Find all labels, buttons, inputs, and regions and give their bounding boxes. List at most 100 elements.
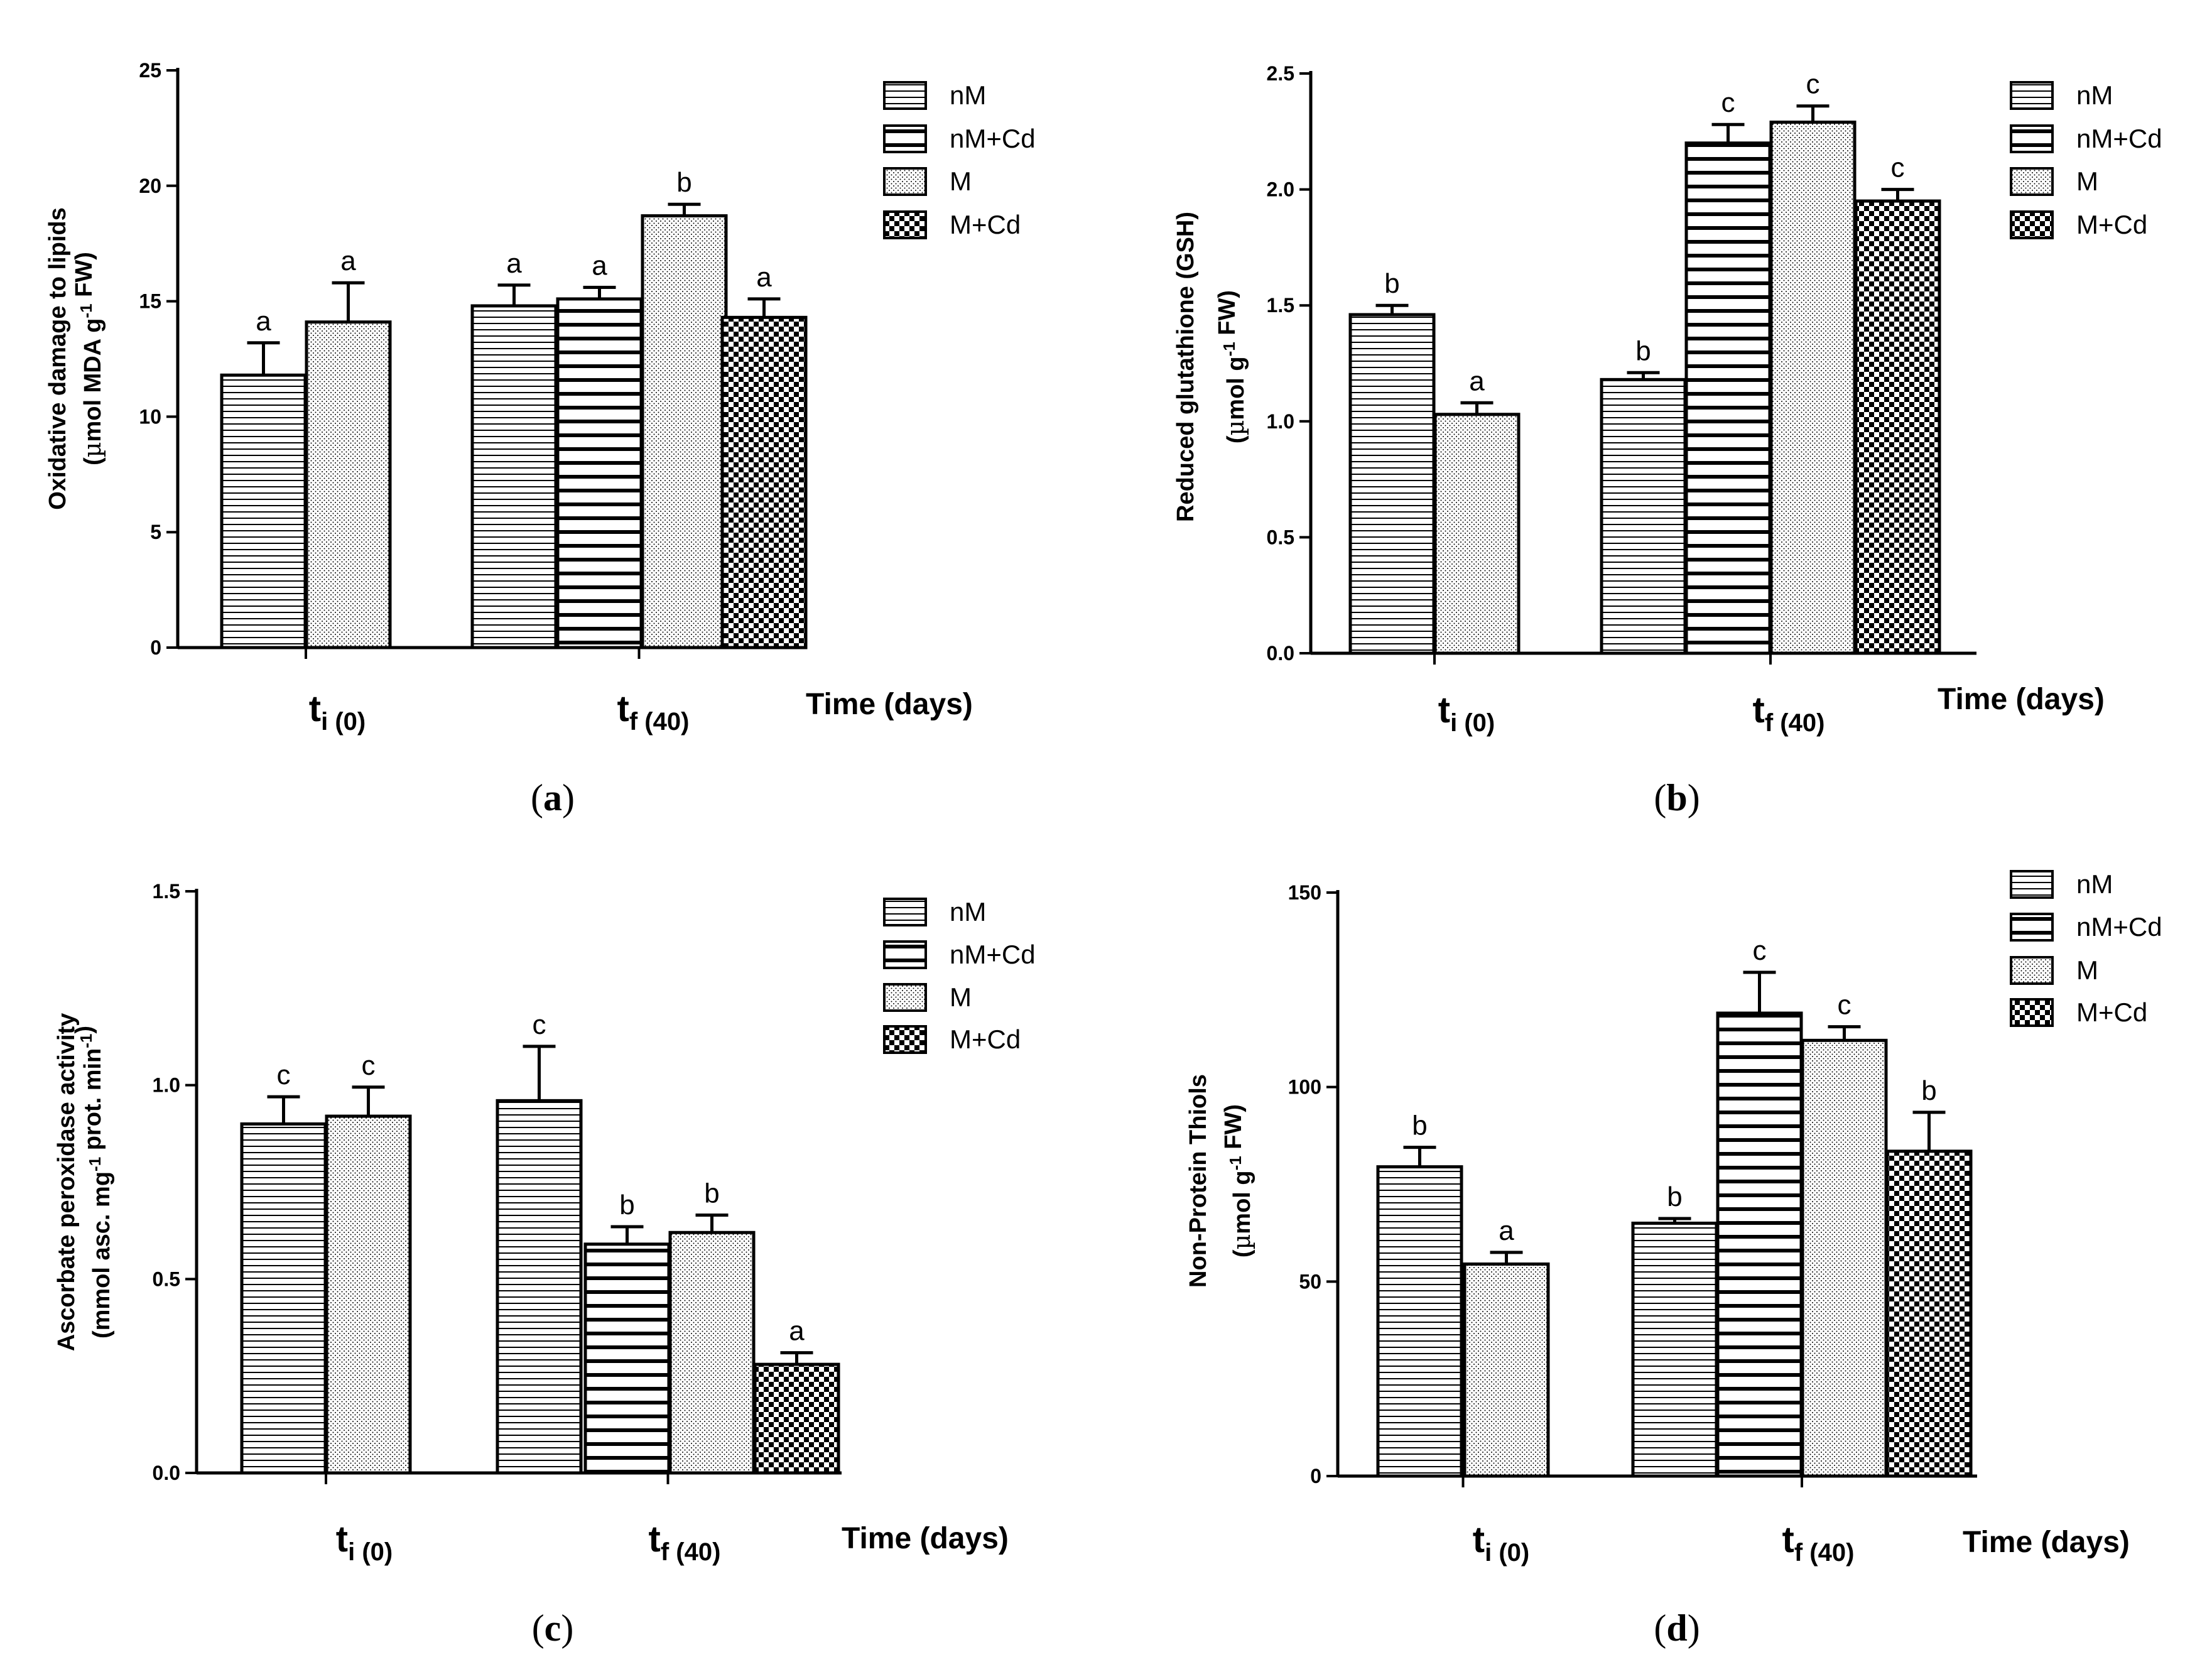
y-tick-label: 25 [139, 59, 161, 82]
bar-m-cd-tf [720, 315, 808, 649]
significance-label: c [362, 1050, 376, 1081]
significance-label: b [1667, 1181, 1682, 1212]
legend-label-nm: nM [2076, 869, 2113, 899]
bar-m-ti [305, 320, 392, 649]
legend-label-m-cd: M+Cd [2076, 997, 2147, 1027]
x-axis-title: Time (days) [1963, 1526, 2130, 1559]
bar-nm-tf [496, 1099, 583, 1475]
significance-label: a [1499, 1215, 1514, 1246]
panel-label: (d) [1654, 1607, 1700, 1649]
legend-swatch-m [883, 983, 927, 1012]
category-label: ti (0) [309, 688, 366, 736]
y-tick-label: 0 [150, 636, 161, 659]
significance-label: b [619, 1190, 634, 1220]
legend-swatch-m [2010, 956, 2054, 985]
legend-label-m: M [950, 982, 972, 1012]
bar-nm-cd-tf [1716, 1011, 1803, 1478]
legend-swatch-nm [2010, 870, 2054, 899]
bar-m-tf [641, 214, 728, 649]
y-tick-label: 5 [150, 521, 161, 543]
y-axis-title-line1: Reduced glutathione (GSH) [1173, 212, 1199, 522]
legend-swatch-m-cd [883, 1025, 927, 1054]
category-label: ti (0) [336, 1519, 393, 1566]
legend-swatch-m [2010, 167, 2054, 196]
y-tick-label: 2.5 [1267, 62, 1294, 85]
bar-m-tf [668, 1230, 756, 1475]
significance-label: b [1384, 268, 1399, 299]
legend-label-nm-cd: nM+Cd [950, 940, 1036, 969]
legend-swatch-nm [883, 898, 927, 926]
legend-label-m-cd: M+Cd [2076, 210, 2147, 239]
significance-label: a [340, 246, 356, 276]
category-label: tf (40) [649, 1519, 721, 1566]
legend-label-nm: nM [950, 897, 986, 926]
legend-label-nm: nM [950, 80, 986, 110]
y-axis-title-line1: Non-Protein Thiols [1185, 1074, 1212, 1288]
category-label: tf (40) [1753, 690, 1825, 737]
bar-nm-cd-tf [583, 1242, 671, 1475]
bar-m-cd-tf [753, 1362, 840, 1475]
chart-panel-d: 0 50 100 150 b a b c c b ti (0) tf (40) Time (days) N… [1185, 869, 2162, 1649]
y-tick-label: 0 [1310, 1465, 1321, 1487]
significance-label: a [789, 1316, 805, 1347]
y-tick-label: 0.0 [153, 1462, 180, 1484]
y-tick-label: 10 [139, 405, 161, 428]
significance-label: a [256, 306, 271, 337]
legend-label-m-cd: M+Cd [950, 1024, 1021, 1054]
significance-label: c [1806, 69, 1820, 100]
y-tick-label: 50 [1299, 1270, 1321, 1293]
bar-nm-ti [220, 373, 307, 649]
y-axis-title-line2: (µmol MDA g-1 FW) [71, 252, 106, 465]
significance-label: c [1891, 153, 1905, 183]
bar-nm-ti [240, 1122, 327, 1475]
bar-m-cd-tf [1854, 199, 1941, 655]
legend-label-m: M [2076, 166, 2098, 196]
category-label: tf (40) [1782, 1519, 1855, 1567]
legend-swatch-m-cd [2010, 998, 2054, 1027]
category-label: ti (0) [1438, 690, 1495, 737]
legend-swatch-m-cd [2010, 210, 2054, 239]
significance-label: b [704, 1178, 719, 1208]
significance-label: b [1635, 335, 1651, 366]
panel-label: (c) [532, 1607, 574, 1649]
y-tick-label: 20 [139, 175, 161, 197]
y-tick-label: 15 [139, 290, 161, 313]
bar-nm-tf [470, 304, 558, 649]
significance-label: c [277, 1060, 291, 1090]
significance-label: c [1838, 990, 1851, 1021]
legend-swatch-nm-cd [883, 940, 927, 969]
legend-label-nm-cd: nM+Cd [2076, 124, 2162, 153]
y-tick-label: 1.0 [153, 1074, 180, 1097]
significance-label: c [533, 1009, 546, 1040]
y-axis-title-line1: Oxidative damage to lipids [45, 207, 71, 509]
x-axis-title: Time (days) [806, 688, 973, 721]
y-tick-label: 1.0 [1267, 410, 1294, 433]
bar-m-tf [1769, 121, 1857, 655]
bar-m-cd-tf [1885, 1149, 1973, 1478]
y-tick-label: 1.5 [1267, 294, 1294, 317]
significance-label: c [1753, 935, 1767, 966]
legend-swatch-nm-cd [883, 124, 927, 153]
legend-swatch-nm [2010, 81, 2054, 110]
significance-label: b [1921, 1075, 1936, 1106]
y-tick-label: 1.5 [153, 880, 180, 903]
legend-label-m: M [950, 166, 972, 196]
y-tick-label: 0.5 [1267, 526, 1294, 548]
panel-label: (b) [1654, 777, 1700, 818]
bar-m-ti [1433, 413, 1521, 655]
y-axis-title-line2: (mmol asc. mg-1 prot. min-1) [71, 1026, 115, 1339]
x-axis-title: Time (days) [1938, 683, 2105, 716]
bar-nm-tf [1600, 377, 1687, 655]
legend-swatch-m-cd [883, 210, 927, 239]
y-axis-title-line2: (µmol g-1 FW) [1214, 290, 1249, 443]
significance-label: a [756, 262, 772, 293]
bar-nm-ti [1348, 313, 1436, 655]
chart-panel-c: 0.0 0.5 1.0 1.5 c c c b b a ti (0) tf (40) Time (day… [53, 880, 1036, 1649]
legend-label-m-cd: M+Cd [950, 210, 1021, 239]
bar-nm-cd-tf [1684, 141, 1772, 655]
legend-swatch-nm-cd [2010, 913, 2054, 942]
legend-label-nm: nM [2076, 80, 2113, 110]
category-label: ti (0) [1473, 1519, 1529, 1567]
bar-m-tf [1801, 1038, 1888, 1478]
